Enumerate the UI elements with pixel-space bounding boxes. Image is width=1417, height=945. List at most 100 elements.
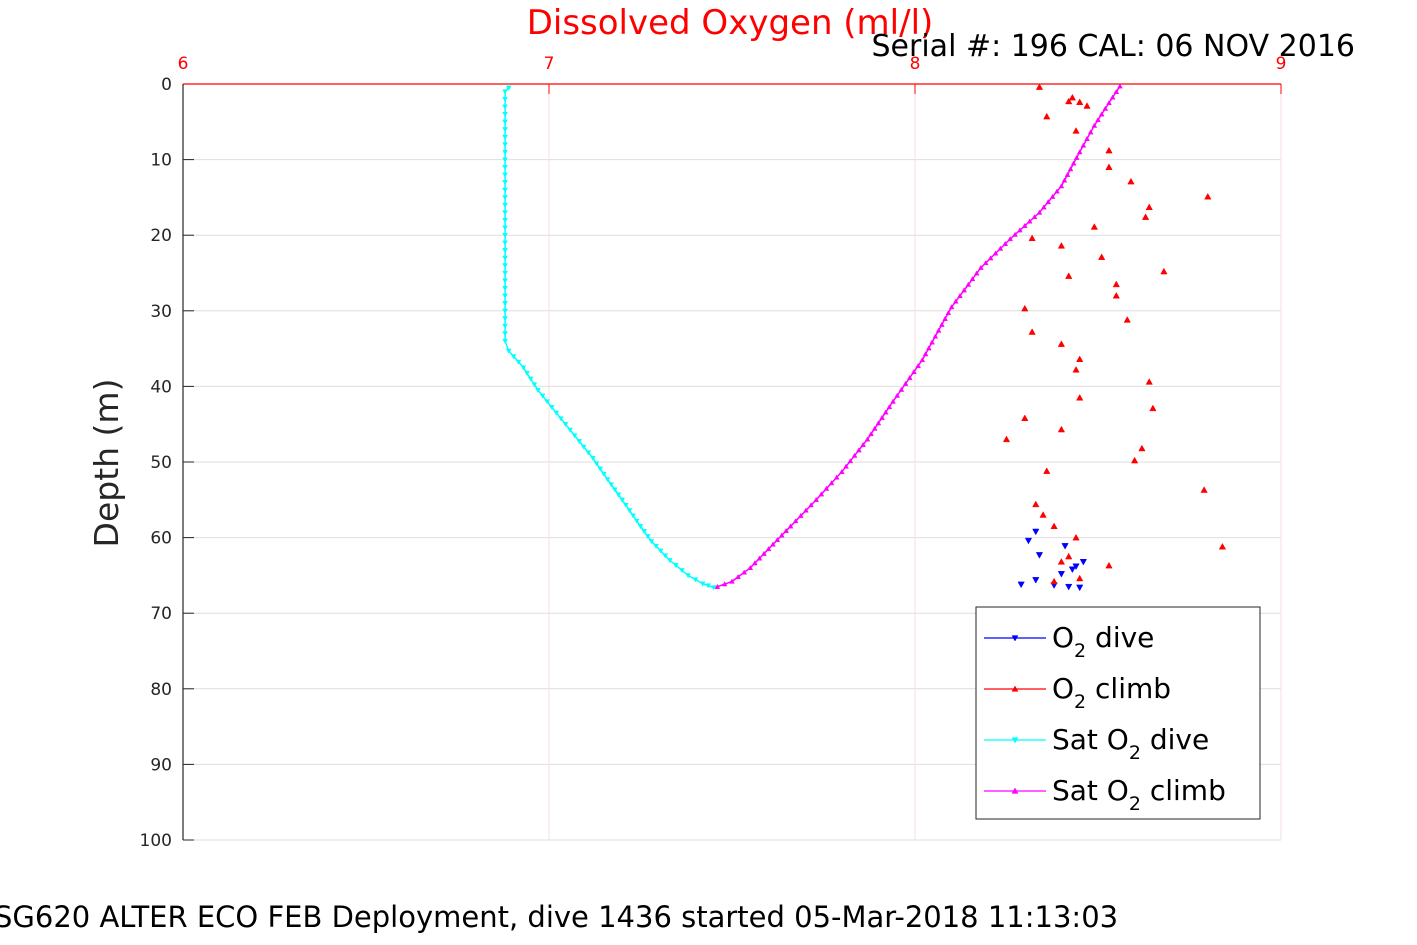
data-point-o2_dive — [1061, 543, 1069, 550]
data-point-sat_dive — [576, 439, 583, 445]
data-point-sat_climb — [965, 281, 972, 287]
data-point-o2_climb — [1032, 500, 1040, 508]
data-point-sat_climb — [906, 374, 913, 380]
legend-item-sat_dive: Sat O2 dive — [984, 723, 1209, 764]
data-point-sat_climb — [1117, 83, 1123, 89]
data-point-sat_climb — [1084, 135, 1090, 141]
data-point-o2_dive — [1065, 583, 1073, 591]
data-point-sat_dive — [502, 233, 508, 239]
data-point-sat_climb — [838, 468, 845, 474]
data-point-o2_climb — [1043, 112, 1051, 120]
data-point-sat_climb — [1102, 105, 1109, 111]
data-point-sat_climb — [978, 264, 984, 270]
data-point-sat_climb — [860, 441, 866, 447]
data-point-sat_climb — [729, 578, 735, 584]
data-point-sat_dive — [502, 308, 508, 314]
data-point-sat_climb — [823, 485, 830, 491]
data-point-sat_dive — [567, 427, 573, 433]
data-point-sat_dive — [539, 393, 546, 399]
data-point-sat_dive — [710, 585, 717, 591]
data-point-sat_dive — [502, 255, 508, 261]
y-tick-label: 20 — [150, 226, 172, 246]
data-point-sat_dive — [502, 127, 508, 133]
data-point-sat_dive — [505, 348, 512, 354]
data-point-sat_climb — [932, 333, 939, 339]
data-point-sat_climb — [778, 532, 785, 538]
data-point-o2_climb — [1057, 558, 1066, 565]
data-point-sat_dive — [502, 202, 508, 208]
data-point-sat_climb — [879, 414, 885, 420]
data-point-o2_climb — [1112, 291, 1120, 299]
data-point-sat_climb — [735, 573, 741, 580]
data-point-sat_dive — [580, 444, 587, 450]
data-point-o2_climb — [1050, 522, 1058, 530]
data-point-sat_climb — [1087, 129, 1094, 135]
data-point-o2_climb — [1200, 486, 1208, 493]
data-point-sat_dive — [524, 371, 530, 377]
data-point-o2_dive — [1024, 537, 1033, 545]
data-point-o2_climb — [1043, 467, 1051, 474]
legend-label: O2 dive — [1052, 621, 1154, 662]
data-point-sat_climb — [813, 496, 820, 502]
data-point-sat_dive — [502, 338, 508, 344]
data-point-sat_climb — [808, 502, 814, 508]
y-tick-label: 100 — [140, 831, 172, 851]
legend-label: O2 climb — [1052, 672, 1171, 713]
data-point-sat_climb — [911, 368, 917, 374]
data-point-o2_climb — [1149, 404, 1157, 412]
data-point-sat_climb — [818, 491, 825, 497]
legend-label-base: Sat O — [1052, 774, 1129, 807]
data-point-sat_climb — [997, 245, 1004, 251]
y-tick-label: 60 — [150, 529, 172, 549]
data-point-sat_climb — [1026, 218, 1033, 224]
series-layer — [502, 83, 1227, 592]
data-point-sat_climb — [1049, 193, 1056, 199]
data-point-o2_dive — [1032, 577, 1040, 584]
data-point-sat_dive — [608, 482, 615, 488]
data-point-sat_dive — [502, 157, 508, 163]
legend-swatch-marker — [1011, 635, 1019, 642]
legend-label-base: Sat O — [1052, 723, 1129, 756]
data-point-sat_dive — [619, 497, 626, 503]
data-point-sat_climb — [902, 380, 909, 386]
data-point-sat_climb — [875, 420, 882, 426]
data-point-sat_climb — [803, 507, 809, 513]
data-point-sat_dive — [662, 553, 669, 559]
data-point-sat_dive — [601, 471, 607, 478]
data-point-sat_dive — [502, 187, 508, 193]
data-point-o2_dive — [1072, 563, 1080, 571]
data-point-sat_dive — [502, 172, 508, 178]
y-tick-label: 90 — [150, 755, 172, 775]
data-point-o2_climb — [1145, 378, 1153, 385]
data-point-o2_climb — [1076, 98, 1084, 105]
legend-swatch-marker — [1011, 685, 1019, 692]
data-point-o2_climb — [1057, 340, 1066, 347]
x-tick-label: 8 — [910, 54, 921, 74]
y-tick-label: 70 — [150, 604, 172, 624]
data-point-o2_climb — [1072, 533, 1080, 541]
data-point-o2_climb — [1065, 272, 1073, 279]
data-point-sat_dive — [515, 359, 522, 365]
data-point-o2_climb — [1090, 223, 1098, 230]
data-point-sat_dive — [502, 240, 508, 246]
data-point-sat_dive — [641, 529, 647, 535]
data-point-sat_dive — [502, 119, 508, 125]
chart-title: Dissolved Oxygen (ml/l) — [527, 3, 934, 43]
data-point-sat_climb — [939, 321, 945, 327]
y-tick-label: 40 — [150, 377, 172, 397]
data-point-o2_climb — [1105, 561, 1113, 569]
data-point-sat_dive — [502, 96, 508, 103]
data-point-sat_dive — [502, 270, 508, 276]
data-point-sat_climb — [948, 304, 955, 310]
data-point-o2_dive — [1017, 581, 1025, 589]
legend-label-rest: climb — [1086, 672, 1171, 705]
data-point-sat_climb — [1002, 240, 1009, 246]
data-point-o2_climb — [1065, 97, 1073, 105]
data-point-sat_climb — [783, 527, 789, 533]
data-point-sat_dive — [653, 543, 659, 550]
data-point-o2_climb — [1098, 253, 1106, 260]
data-point-sat_dive — [527, 376, 534, 382]
serial-annotation: Serial #: 196 CAL: 06 NOV 2016 — [872, 29, 1355, 64]
data-point-o2_climb — [1028, 234, 1036, 242]
